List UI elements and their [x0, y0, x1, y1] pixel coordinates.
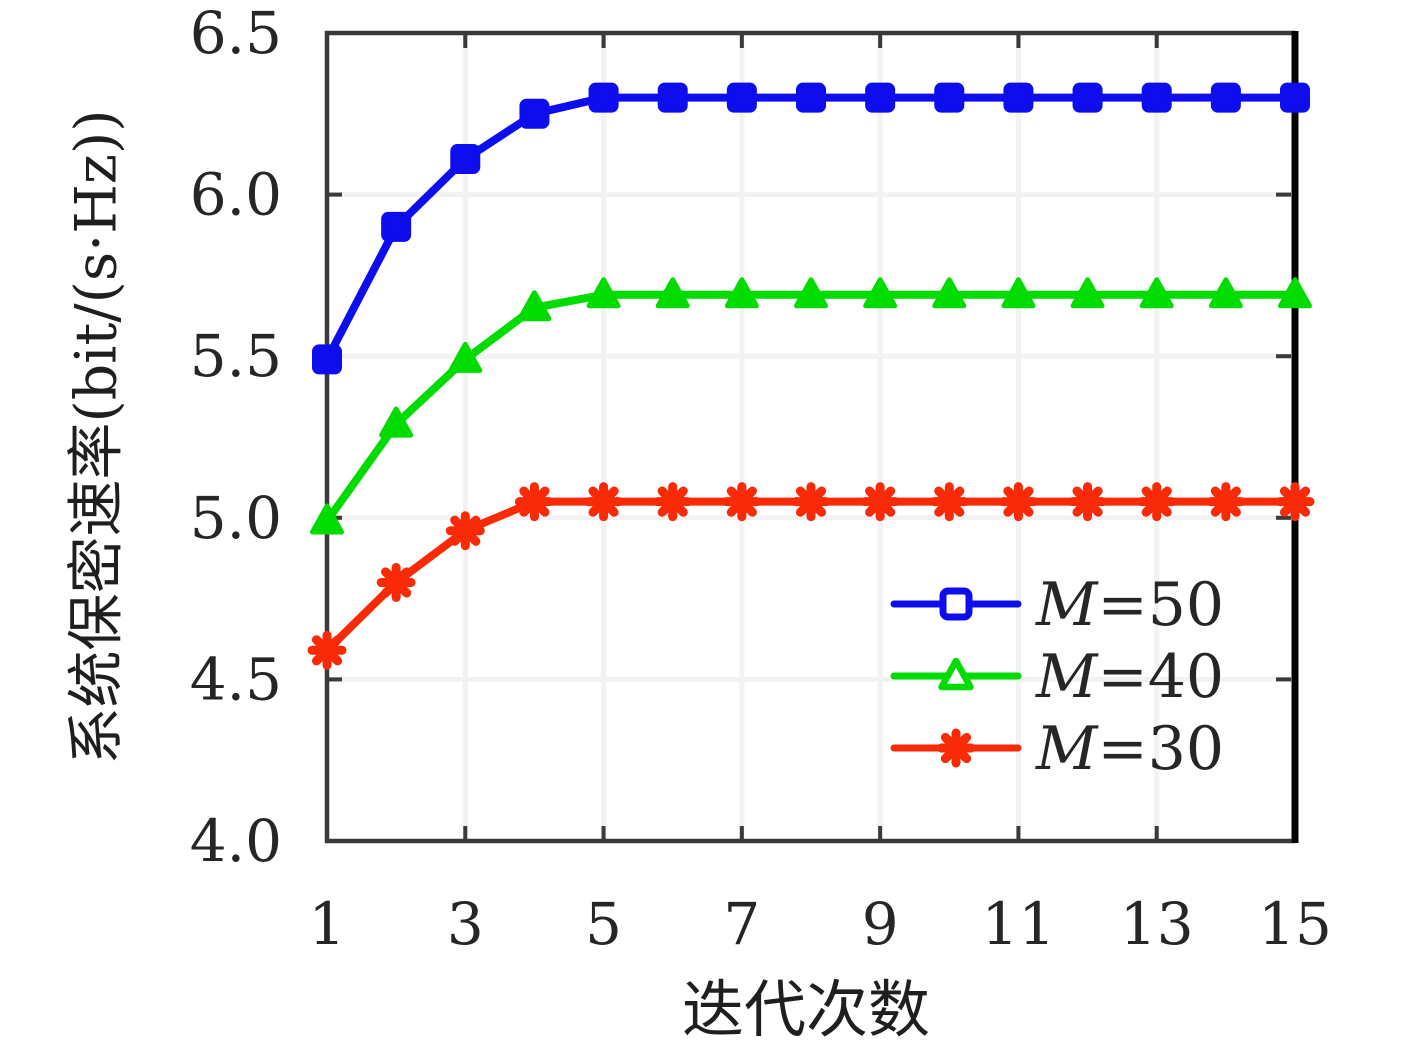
triangle-marker-icon: [938, 657, 974, 691]
asterisk-marker-icon: [940, 732, 972, 764]
triangle-marker-icon: [448, 341, 483, 373]
asterisk-marker-icon: [588, 486, 619, 517]
triangle-marker-icon: [1278, 277, 1312, 309]
asterisk-marker-icon: [519, 486, 550, 517]
square-marker-icon: [726, 82, 757, 113]
x-tick-label: 7: [723, 890, 760, 958]
square-marker-icon: [657, 82, 688, 113]
y-tick-label: 4.0: [190, 807, 282, 875]
y-tick-label: 5.0: [190, 484, 282, 552]
x-tick-label: 1: [309, 890, 346, 958]
asterisk-marker-icon: [795, 486, 827, 517]
square-marker-icon: [1210, 82, 1241, 113]
square-marker-icon: [796, 82, 826, 113]
square-marker-icon: [588, 82, 619, 113]
square-marker-icon: [1072, 82, 1103, 113]
x-tick-label: 15: [1258, 890, 1332, 958]
asterisk-marker-icon: [865, 486, 896, 517]
square-marker-icon: [1280, 82, 1310, 113]
triangle-marker-icon: [586, 277, 621, 309]
x-tick-label: 3: [447, 890, 484, 958]
asterisk-marker-icon: [1003, 486, 1034, 517]
square-marker-icon: [381, 211, 412, 242]
square-marker-icon: [939, 587, 973, 621]
legend-label: M=30: [1035, 714, 1224, 784]
asterisk-marker-icon: [381, 567, 412, 598]
x-tick-label: 13: [1120, 890, 1194, 958]
square-marker-icon: [519, 98, 550, 129]
asterisk-marker-icon: [934, 486, 965, 517]
triangle-marker-icon: [1001, 277, 1036, 309]
triangle-marker-icon: [863, 277, 898, 309]
series-line: [323, 93, 1299, 364]
square-marker-icon: [1141, 82, 1172, 113]
triangle-marker-icon: [724, 277, 759, 309]
asterisk-marker-icon: [450, 515, 481, 546]
square-marker-icon: [934, 82, 965, 113]
asterisk-marker-icon: [1210, 486, 1241, 517]
legend-label: M=50: [1035, 570, 1224, 640]
asterisk-marker-icon: [726, 486, 757, 517]
triangle-marker-icon: [517, 290, 552, 322]
asterisk-marker-icon: [657, 486, 688, 517]
asterisk-marker-icon: [311, 635, 343, 666]
triangle-marker-icon: [1139, 277, 1174, 309]
asterisk-marker-icon: [1141, 486, 1172, 517]
y-tick-label: 6.5: [190, 0, 282, 67]
x-tick-label: 9: [862, 890, 899, 958]
legend-label: M=40: [1035, 642, 1224, 712]
square-marker-icon: [450, 144, 481, 175]
asterisk-marker-icon: [1279, 486, 1311, 517]
asterisk-marker-icon: [1072, 486, 1103, 517]
triangle-marker-icon: [794, 277, 828, 309]
x-tick-label: 11: [982, 890, 1056, 958]
x-axis-label: 迭代次数: [681, 973, 931, 1046]
y-tick-label: 5.5: [190, 322, 282, 390]
triangle-marker-icon: [379, 406, 414, 438]
y-tick-label: 6.0: [190, 161, 282, 229]
square-marker-icon: [865, 82, 896, 113]
square-marker-icon: [312, 344, 342, 375]
square-marker-icon: [1003, 82, 1034, 113]
x-tick-label: 5: [585, 890, 622, 958]
y-axis-label: 系统保密速率(bit/(s·Hz)): [63, 109, 130, 765]
triangle-marker-icon: [932, 277, 967, 309]
triangle-marker-icon: [1070, 277, 1105, 309]
triangle-marker-icon: [1208, 277, 1243, 309]
triangle-marker-icon: [655, 277, 690, 309]
triangle-marker-icon: [310, 503, 344, 535]
y-tick-label: 4.5: [190, 645, 282, 713]
